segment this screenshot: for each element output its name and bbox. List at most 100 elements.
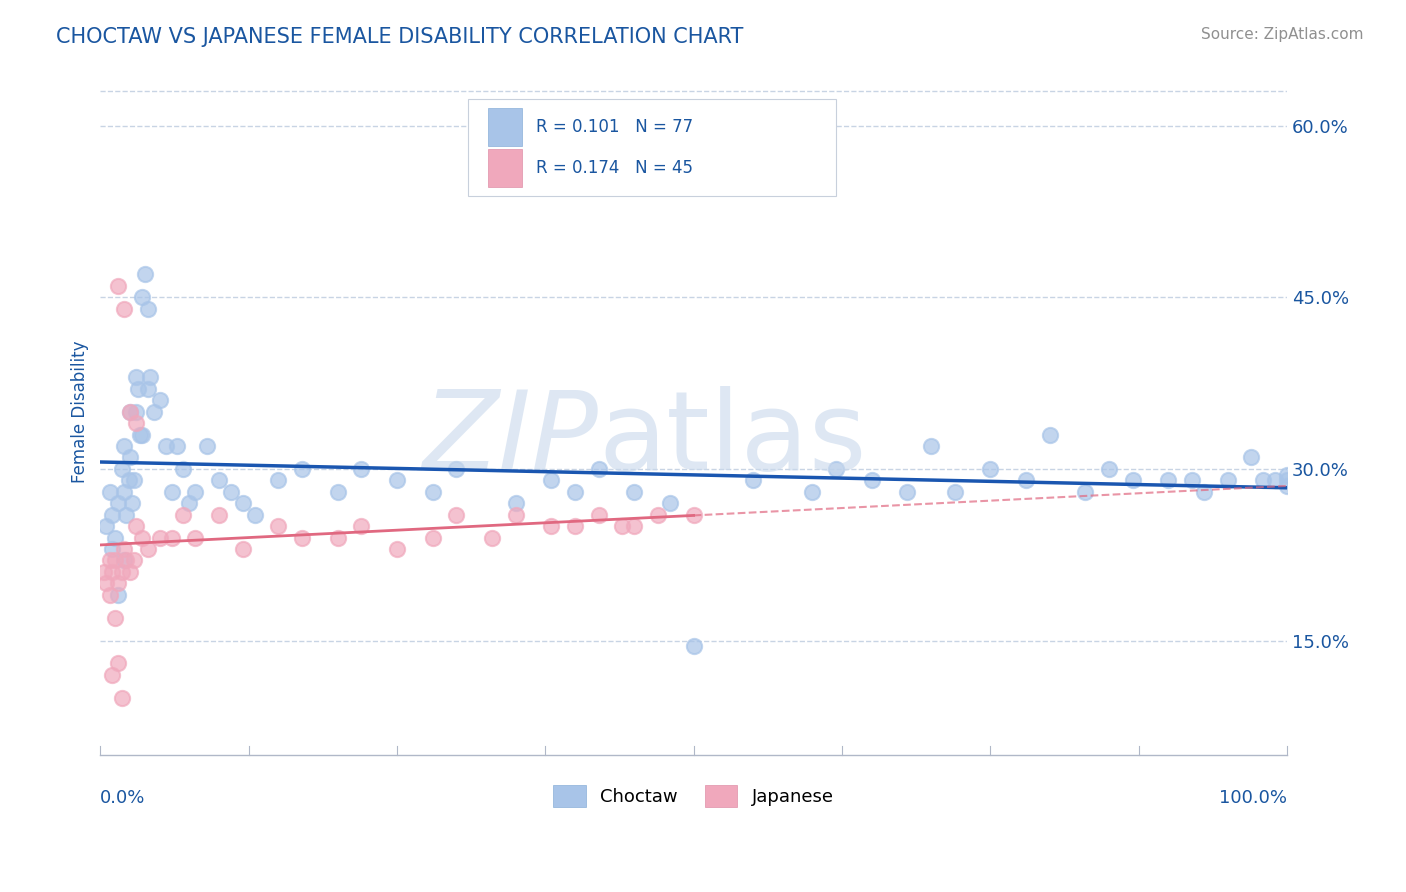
Text: 100.0%: 100.0%: [1219, 789, 1286, 807]
Point: [184, 531, 207, 545]
Point: [160, 484, 183, 499]
Point: [112, 541, 135, 556]
Point: [96, 576, 118, 591]
Point: [1157, 474, 1180, 488]
Point: [623, 484, 645, 499]
Point: [564, 484, 586, 499]
Point: [107, 657, 129, 671]
Point: [125, 405, 148, 419]
Point: [131, 427, 153, 442]
Point: [111, 690, 134, 705]
Point: [112, 553, 135, 567]
Point: [385, 541, 408, 556]
Text: CHOCTAW VS JAPANESE FEMALE DISABILITY CORRELATION CHART: CHOCTAW VS JAPANESE FEMALE DISABILITY CO…: [56, 27, 744, 46]
Point: [149, 531, 172, 545]
Point: [155, 439, 177, 453]
Text: 0.0%: 0.0%: [100, 789, 146, 807]
Point: [291, 462, 314, 476]
Point: [1074, 484, 1097, 499]
Point: [267, 474, 290, 488]
Point: [142, 405, 165, 419]
Point: [118, 474, 141, 488]
Text: ZIP: ZIP: [423, 385, 599, 492]
Point: [136, 301, 159, 316]
Point: [125, 370, 148, 384]
Point: [1275, 479, 1298, 493]
Point: [115, 508, 138, 522]
Point: [564, 519, 586, 533]
Point: [139, 370, 162, 384]
Point: [540, 474, 562, 488]
Point: [1192, 484, 1215, 499]
Point: [160, 531, 183, 545]
Point: [647, 508, 669, 522]
Point: [658, 496, 681, 510]
Point: [540, 519, 562, 533]
Point: [446, 462, 468, 476]
Point: [93, 565, 115, 579]
Point: [195, 439, 218, 453]
Point: [122, 474, 145, 488]
Point: [101, 565, 124, 579]
FancyBboxPatch shape: [488, 108, 522, 145]
Point: [1275, 474, 1298, 488]
Point: [122, 553, 145, 567]
Point: [385, 474, 408, 488]
Point: [112, 484, 135, 499]
Point: [682, 508, 704, 522]
Point: [179, 496, 201, 510]
Point: [208, 508, 231, 522]
Point: [350, 462, 373, 476]
Point: [136, 541, 159, 556]
Point: [118, 450, 141, 465]
Point: [111, 565, 134, 579]
Point: [149, 393, 172, 408]
Point: [101, 668, 124, 682]
Point: [1275, 467, 1298, 482]
Point: [98, 553, 121, 567]
Point: [103, 610, 125, 624]
Point: [107, 588, 129, 602]
Point: [943, 484, 966, 499]
Point: [131, 290, 153, 304]
Point: [742, 474, 765, 488]
Point: [505, 496, 527, 510]
Point: [232, 541, 254, 556]
Point: [184, 484, 207, 499]
Point: [326, 484, 349, 499]
FancyBboxPatch shape: [488, 149, 522, 187]
Point: [1264, 474, 1286, 488]
Point: [1038, 427, 1060, 442]
Point: [422, 531, 444, 545]
Point: [127, 382, 149, 396]
Point: [103, 553, 125, 567]
Point: [118, 405, 141, 419]
Point: [505, 508, 527, 522]
Point: [107, 278, 129, 293]
Point: [825, 462, 848, 476]
Point: [979, 462, 1001, 476]
Point: [291, 531, 314, 545]
Text: R = 0.174   N = 45: R = 0.174 N = 45: [536, 159, 693, 177]
Point: [112, 301, 135, 316]
Point: [682, 639, 704, 653]
Point: [219, 484, 242, 499]
Point: [111, 462, 134, 476]
Point: [121, 496, 143, 510]
Point: [103, 531, 125, 545]
Point: [98, 588, 121, 602]
Point: [232, 496, 254, 510]
Point: [172, 508, 194, 522]
Point: [896, 484, 918, 499]
Point: [101, 541, 124, 556]
Point: [1015, 474, 1038, 488]
Point: [172, 462, 194, 476]
Point: [136, 382, 159, 396]
Text: atlas: atlas: [599, 385, 868, 492]
Point: [1122, 474, 1144, 488]
Y-axis label: Female Disability: Female Disability: [72, 341, 89, 483]
Point: [1098, 462, 1121, 476]
Point: [588, 462, 610, 476]
Point: [98, 484, 121, 499]
Point: [96, 519, 118, 533]
